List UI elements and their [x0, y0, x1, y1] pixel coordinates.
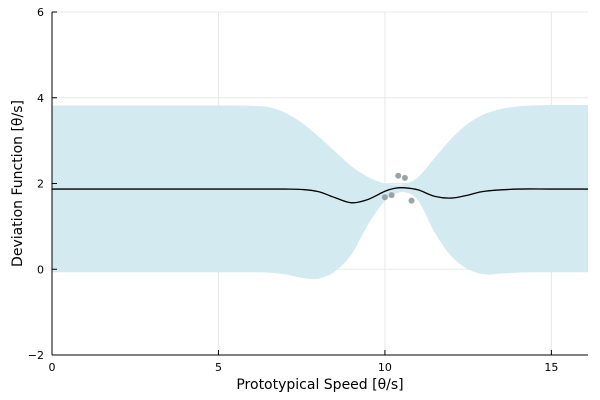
mean-line	[52, 186, 588, 204]
data-point	[381, 194, 388, 201]
y-tick-label: 2	[37, 178, 44, 191]
x-tick-label: 10	[378, 361, 392, 374]
data-point	[388, 192, 395, 199]
x-tick-label: 5	[215, 361, 222, 374]
x-tick-label: 0	[49, 361, 56, 374]
data-points	[381, 172, 415, 204]
data-point	[408, 197, 415, 204]
y-tick-label: 0	[37, 263, 44, 276]
y-tick-label: 4	[37, 92, 44, 105]
ticks: 0 5 10 15 −2 0 2 4 6	[28, 6, 559, 374]
y-axis-label: Deviation Function [θ/s]	[10, 100, 26, 267]
data-point	[401, 174, 408, 181]
y-tick-label: 6	[37, 6, 44, 19]
y-tick-label: −2	[28, 349, 44, 362]
data-point	[395, 172, 402, 179]
x-axis-label: Prototypical Speed [θ/s]	[236, 377, 403, 393]
x-tick-label: 15	[544, 361, 558, 374]
